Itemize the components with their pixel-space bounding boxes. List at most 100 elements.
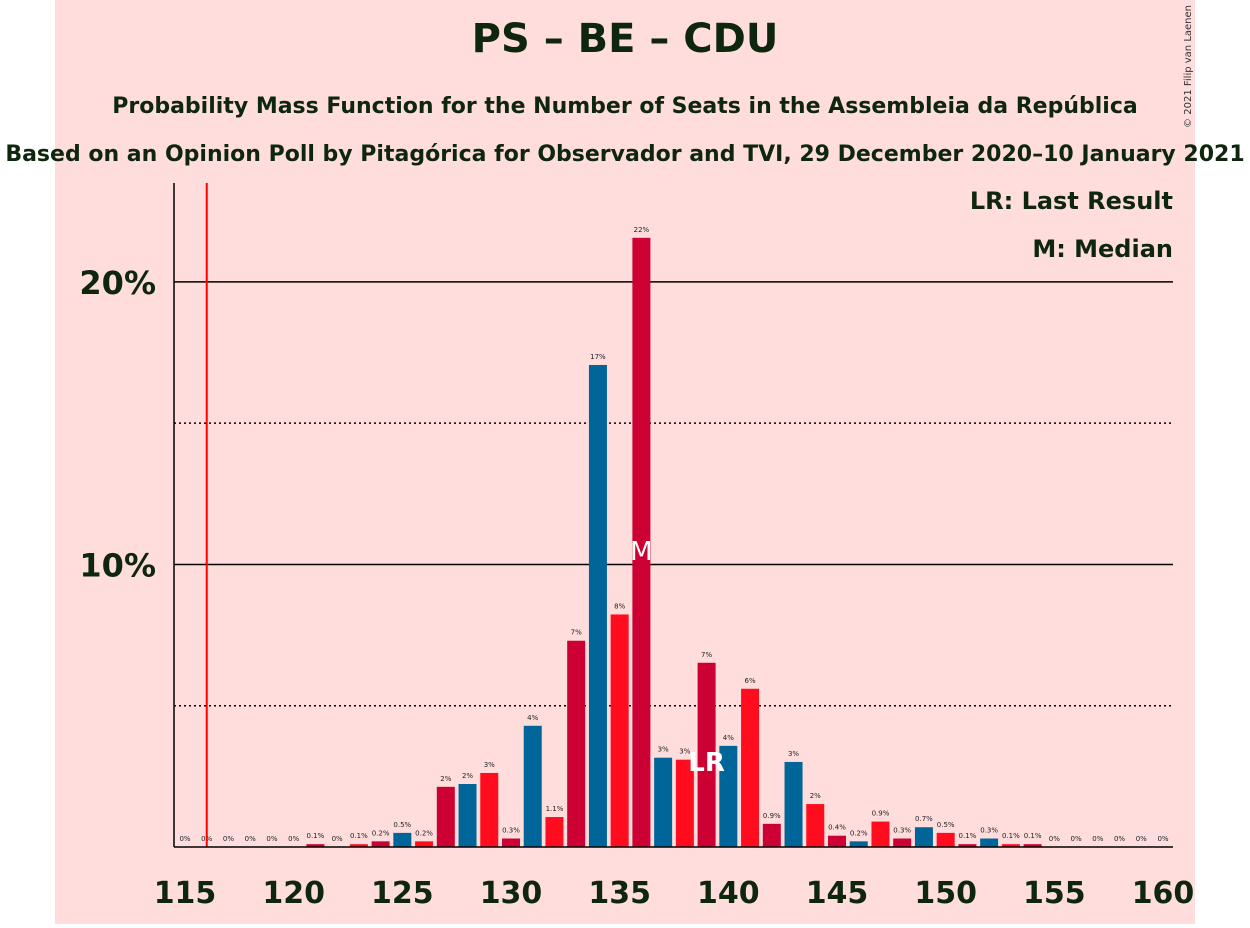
data-label: 0.1% xyxy=(1002,832,1020,840)
data-label: 0% xyxy=(1071,835,1082,843)
data-label: 0% xyxy=(288,835,299,843)
last-result-marker: LR xyxy=(688,748,725,778)
bar xyxy=(697,662,716,847)
data-label: 0.2% xyxy=(415,829,433,837)
data-label: 0.5% xyxy=(393,821,411,829)
data-label: 17% xyxy=(590,353,606,361)
bar xyxy=(849,841,868,847)
bar xyxy=(741,688,760,847)
bar xyxy=(393,832,412,847)
bar xyxy=(567,640,586,847)
data-label: 0.3% xyxy=(893,827,911,835)
x-tick-label: 155 xyxy=(1023,876,1086,911)
bar xyxy=(349,844,368,847)
bar xyxy=(914,827,933,847)
legend-entry: LR: Last Result xyxy=(970,187,1173,215)
bar xyxy=(436,786,455,847)
data-label: 3% xyxy=(679,748,690,756)
bar xyxy=(675,759,694,847)
bar xyxy=(1001,844,1020,847)
bar xyxy=(893,838,912,847)
data-label: 0% xyxy=(1114,835,1125,843)
bar xyxy=(828,835,846,847)
data-label: 2% xyxy=(462,772,473,780)
data-label: 0% xyxy=(1136,835,1147,843)
bar xyxy=(545,817,564,847)
data-label: 0% xyxy=(1157,835,1168,843)
bar xyxy=(480,772,499,847)
data-label: 1.1% xyxy=(546,805,564,813)
bar xyxy=(306,844,325,847)
bar xyxy=(458,783,477,847)
x-tick-label: 135 xyxy=(588,876,651,911)
data-label: 0.1% xyxy=(1024,832,1042,840)
data-label: 0% xyxy=(223,835,234,843)
data-label: 0.9% xyxy=(872,810,890,818)
data-label: 2% xyxy=(810,792,821,800)
chart-subtitle: Based on an Opinion Poll by Pitagórica f… xyxy=(5,142,1244,167)
copyright: © 2021 Filip van Laenen xyxy=(1183,5,1194,128)
bar xyxy=(415,841,434,847)
bar xyxy=(588,364,607,847)
data-label: 0% xyxy=(245,835,256,843)
bar xyxy=(980,838,999,847)
data-label: 0.3% xyxy=(502,827,520,835)
bar xyxy=(719,745,738,847)
data-label: 0.1% xyxy=(959,832,977,840)
data-label: 4% xyxy=(527,714,538,722)
data-label: 0% xyxy=(266,835,277,843)
data-label: 0.2% xyxy=(850,829,868,837)
data-label: 0.4% xyxy=(828,824,846,832)
bar xyxy=(806,804,825,847)
x-tick-label: 120 xyxy=(262,876,325,911)
x-tick-label: 125 xyxy=(371,876,434,911)
data-label: 0.9% xyxy=(763,812,781,820)
bar xyxy=(523,725,542,847)
median-marker: M xyxy=(630,537,652,567)
legend-entry: M: Median xyxy=(1032,235,1173,263)
bar xyxy=(762,823,781,847)
y-tick-label: 20% xyxy=(79,264,156,302)
data-label: 4% xyxy=(723,734,734,742)
data-label: 6% xyxy=(745,677,756,685)
data-label: 0% xyxy=(332,835,343,843)
bar xyxy=(936,832,955,847)
data-label: 0.1% xyxy=(350,832,368,840)
bar xyxy=(958,844,977,847)
data-label: 0.3% xyxy=(980,827,998,835)
x-tick-label: 150 xyxy=(914,876,977,911)
data-label: 0.2% xyxy=(372,829,390,837)
bar xyxy=(871,821,890,847)
data-label: 7% xyxy=(571,629,582,637)
data-label: 2% xyxy=(440,775,451,783)
data-label: 22% xyxy=(634,226,650,234)
x-tick-label: 140 xyxy=(697,876,760,911)
data-label: 0% xyxy=(1049,835,1060,843)
bar xyxy=(610,614,629,847)
data-label: 0.5% xyxy=(937,821,955,829)
bar xyxy=(502,838,520,847)
bar xyxy=(1023,844,1042,847)
data-label: 3% xyxy=(788,750,799,758)
bar xyxy=(784,761,803,847)
data-label: 0% xyxy=(1092,835,1103,843)
bar xyxy=(632,237,651,848)
data-label: 3% xyxy=(658,746,669,754)
y-tick-label: 10% xyxy=(79,546,156,584)
x-tick-label: 115 xyxy=(154,876,217,911)
data-label: 7% xyxy=(701,651,712,659)
chart-subtitle: Probability Mass Function for the Number… xyxy=(112,94,1137,119)
bar xyxy=(654,757,673,847)
x-tick-label: 145 xyxy=(806,876,869,911)
chart-title: PS – BE – CDU xyxy=(472,16,779,62)
data-label: 8% xyxy=(614,602,625,610)
data-label: 0.1% xyxy=(307,832,325,840)
data-label: 0% xyxy=(179,835,190,843)
bar xyxy=(371,841,390,847)
x-tick-label: 130 xyxy=(480,876,543,911)
data-label: 3% xyxy=(484,761,495,769)
x-tick-label: 160 xyxy=(1132,876,1195,911)
data-label: 0.7% xyxy=(915,815,933,823)
